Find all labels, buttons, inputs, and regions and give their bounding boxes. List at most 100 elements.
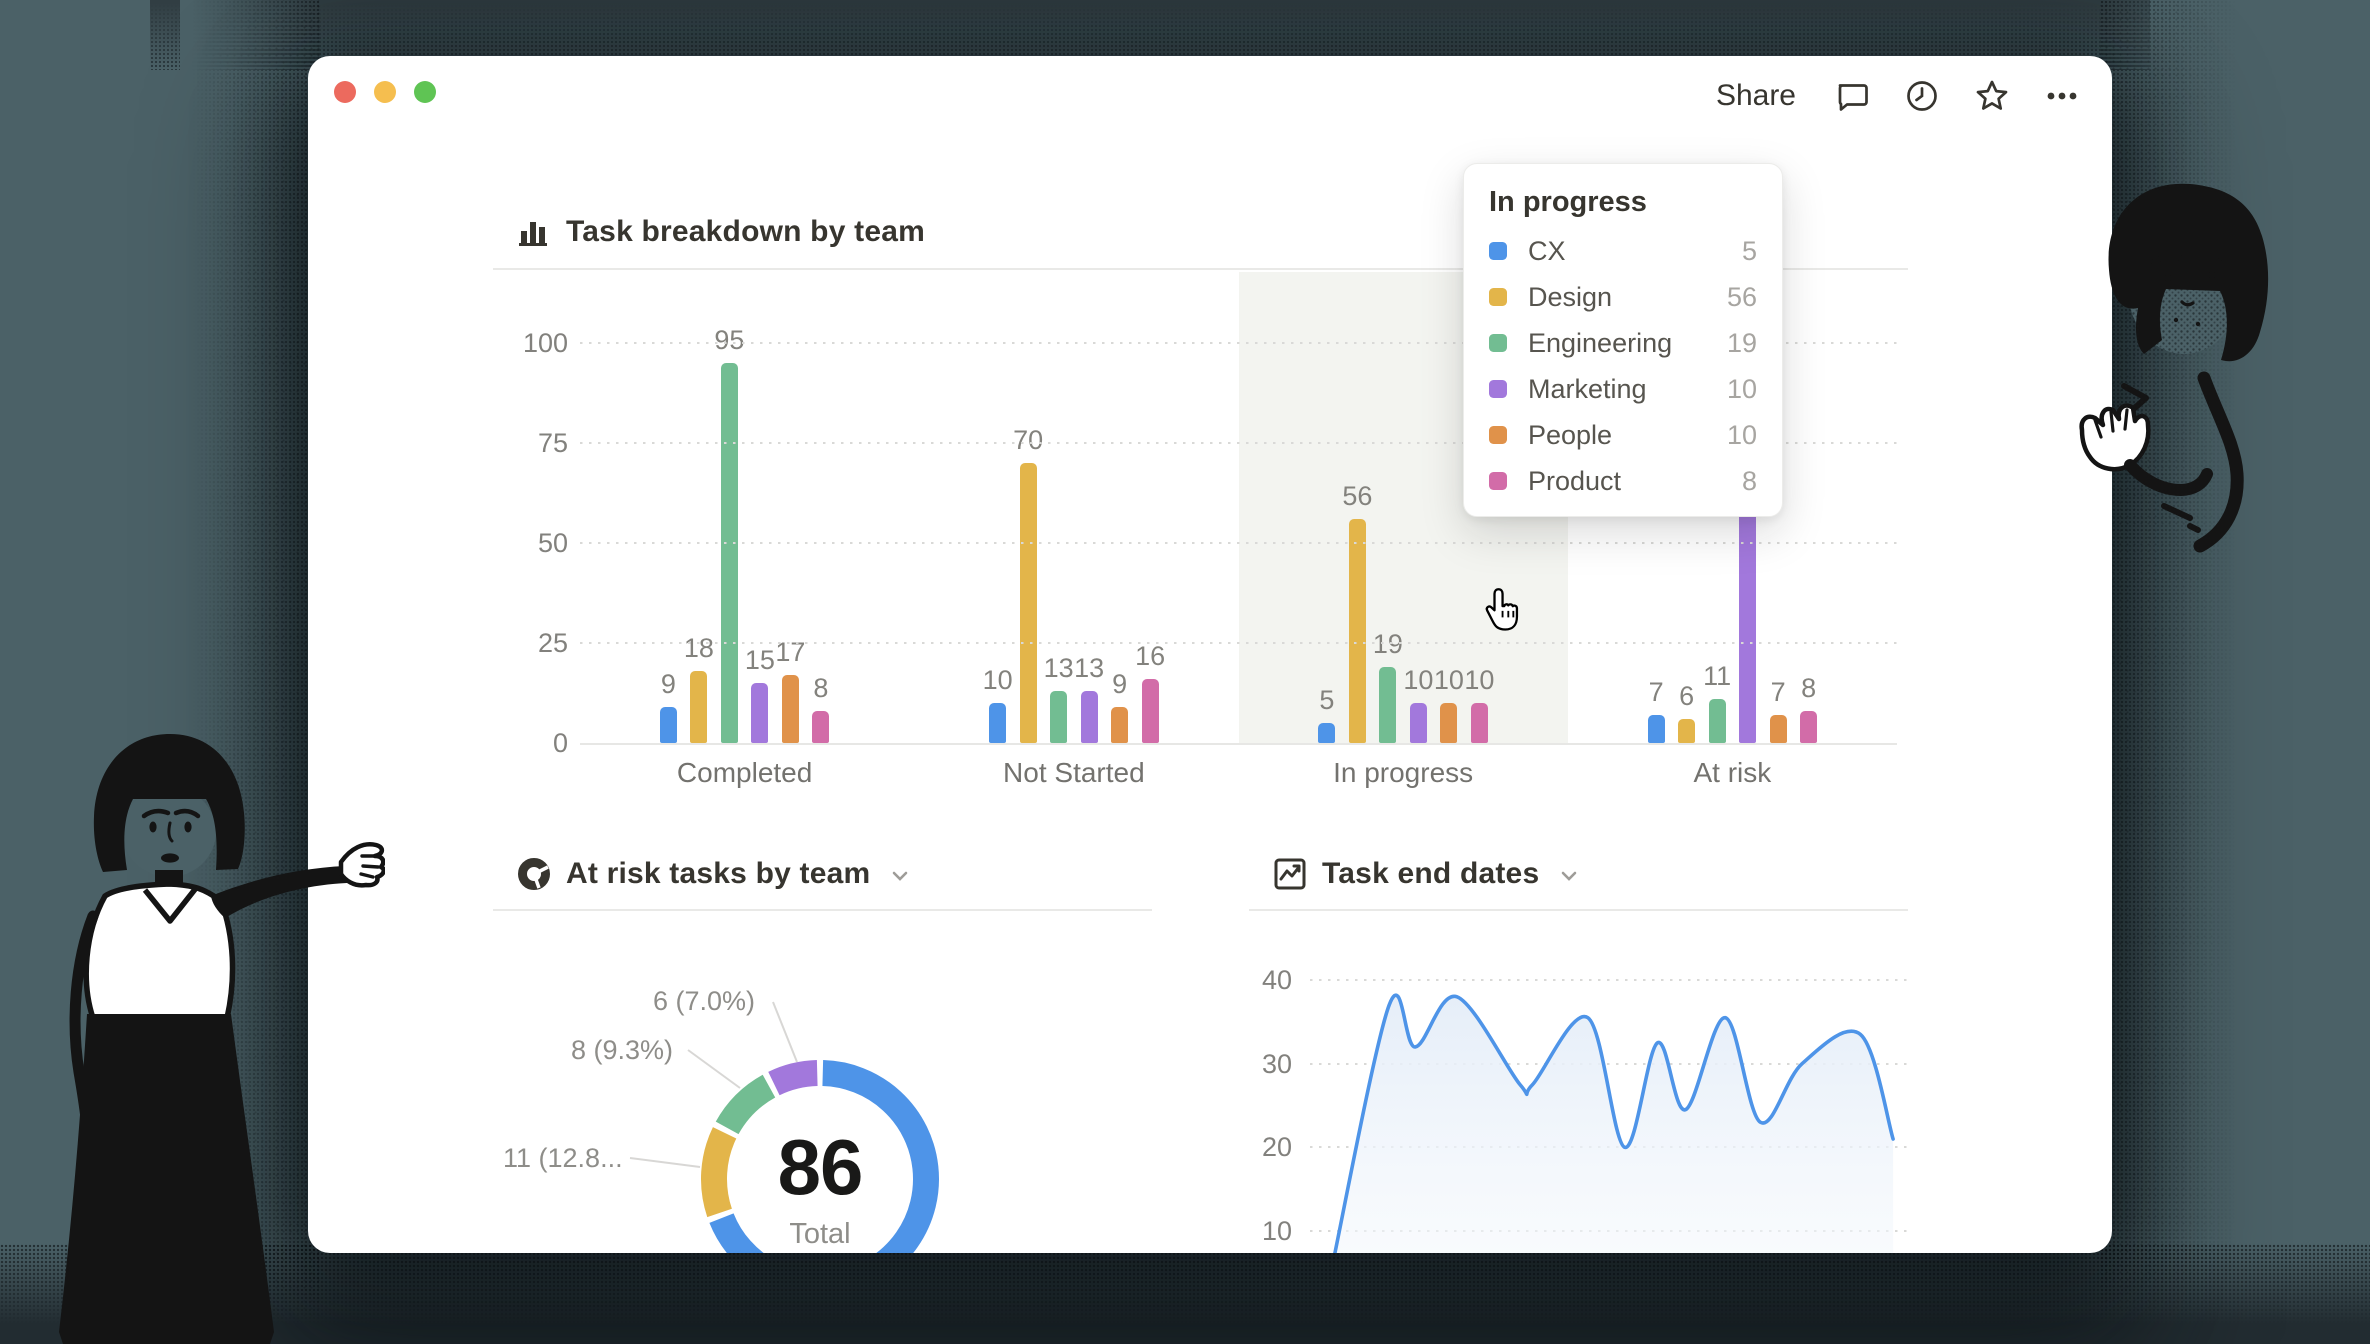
close-window-button[interactable] [334, 81, 356, 103]
ellipsis-icon [2042, 76, 2082, 116]
zoom-window-button[interactable] [414, 81, 436, 103]
bar-y-axis-label: 50 [537, 528, 568, 558]
bar-at-risk-cx[interactable] [1647, 715, 1665, 743]
background-grain-right [2100, 0, 2250, 1344]
bar-category-label: In progress [1333, 757, 1474, 788]
bar-gridline [580, 442, 1897, 444]
tooltip-series-label: People [1528, 419, 1613, 450]
bar-completed-people[interactable] [781, 675, 799, 743]
bar-value-label: 18 [683, 633, 714, 663]
tooltip-series-value: 19 [1726, 327, 1757, 358]
tooltip-row: Product 8 [1464, 458, 1782, 504]
comments-button[interactable] [1832, 76, 1872, 116]
tooltip-series-value: 10 [1726, 373, 1757, 404]
bar-y-axis-label: 75 [537, 428, 568, 458]
bar-not-started-marketing[interactable] [1080, 691, 1098, 743]
area-fill [1334, 995, 1894, 1253]
bar-value-label: 10 [1464, 665, 1495, 695]
bar-not-started-engineering[interactable] [1050, 691, 1068, 743]
bar-value-label: 16 [1135, 641, 1166, 671]
bar-category-label: Completed [676, 757, 813, 788]
donut-slice[interactable] [715, 1074, 776, 1135]
tooltip-series-label: Engineering [1528, 327, 1673, 358]
bar-completed-marketing[interactable] [751, 683, 769, 743]
bar-value-label: 95 [714, 325, 745, 355]
bar-value-label: 15 [744, 645, 775, 675]
bar-in-progress-design[interactable] [1348, 519, 1366, 743]
line-chart-divider [1249, 909, 1908, 911]
tooltip-row: Design 56 [1464, 274, 1782, 320]
line-y-axis-label: 20 [1261, 1132, 1292, 1163]
bar-in-progress-people[interactable] [1440, 703, 1458, 743]
bar-in-progress-product[interactable] [1470, 703, 1488, 743]
more-options-button[interactable] [2042, 76, 2082, 116]
bar-not-started-people[interactable] [1111, 707, 1129, 743]
tooltip-row: Engineering 19 [1464, 320, 1782, 366]
line-gridline [1310, 1062, 1908, 1065]
star-icon [1972, 76, 2012, 116]
bar-value-label: 7 [1648, 677, 1664, 707]
donut-slice[interactable] [709, 1060, 939, 1253]
donut-chart [670, 1029, 970, 1253]
donut-slice[interactable] [701, 1127, 737, 1218]
donut-leader-lines [629, 1001, 798, 1168]
bar-category-label: Not Started [1003, 757, 1145, 788]
bar-at-risk-people[interactable] [1769, 715, 1787, 743]
bar-value-label: 13 [1043, 653, 1074, 683]
share-button[interactable]: Share [1715, 79, 1796, 112]
tooltip-row: People 10 [1464, 412, 1782, 458]
chevron-down-icon[interactable] [1556, 863, 1582, 889]
favorite-button[interactable] [1972, 76, 2012, 116]
bar-in-progress-marketing[interactable] [1409, 703, 1427, 743]
bar-chart-title: Task breakdown by team [566, 215, 925, 248]
bar-at-risk-product[interactable] [1800, 711, 1818, 743]
bar-value-label: 11 [1703, 661, 1732, 691]
bar-value-label: 19 [1372, 629, 1403, 659]
bar-in-progress-cx[interactable] [1318, 723, 1336, 743]
bar-at-risk-design[interactable] [1678, 719, 1696, 743]
line-y-axis-label: 40 [1261, 965, 1292, 996]
series-color-chip [1489, 426, 1507, 444]
bar-value-label: 8 [813, 673, 829, 703]
bar-value-label: 13 [1074, 653, 1105, 683]
history-button[interactable] [1902, 76, 1942, 116]
bar-not-started-design[interactable] [1019, 463, 1037, 743]
bar-not-started-cx[interactable] [989, 703, 1007, 743]
bar-completed-cx[interactable] [659, 707, 677, 743]
bar-in-progress-engineering[interactable] [1379, 667, 1397, 743]
tooltip-series-label: CX [1528, 235, 1566, 266]
bar-value-label: 70 [1013, 425, 1044, 455]
tooltip-series-value: 8 [1741, 465, 1757, 496]
tooltip-rows: CX 5 Design 56 Engineering 19 Marketing 10 Peopl… [1464, 228, 1782, 504]
tooltip-row: Marketing 10 [1464, 366, 1782, 412]
bar-value-label: 6 [1679, 681, 1695, 711]
donut-label-purple: 6 (7.0%) [652, 986, 755, 1016]
bar-value-label: 8 [1801, 673, 1817, 703]
donut-slice[interactable] [768, 1060, 818, 1096]
bar-y-axis-label: 100 [522, 328, 568, 358]
line-chart-icon [1273, 857, 1307, 891]
bar-chart-header[interactable]: Task breakdown by team [517, 214, 925, 250]
donut-label-yellow: 11 (12.8... [503, 1143, 623, 1173]
bar-completed-engineering[interactable] [720, 363, 738, 743]
chevron-down-icon[interactable] [887, 863, 913, 889]
line-y-axis-label: 10 [1261, 1216, 1292, 1246]
bar-at-risk-engineering[interactable] [1708, 699, 1726, 743]
comment-bubble-icon [1833, 77, 1871, 115]
bar-value-label: 10 [1403, 665, 1434, 695]
line-chart-header[interactable]: Task end dates [1273, 856, 1582, 892]
bar-completed-design[interactable] [690, 671, 708, 743]
tooltip-series-label: Product [1528, 465, 1622, 496]
clock-icon [1903, 77, 1941, 115]
donut-chart-header[interactable]: At risk tasks by team [517, 856, 913, 892]
titlebar-actions: Share [1710, 76, 2082, 116]
bar-not-started-product[interactable] [1141, 679, 1159, 743]
bar-y-axis-label: 25 [537, 628, 568, 658]
window-controls [334, 81, 436, 103]
minimize-window-button[interactable] [374, 81, 396, 103]
bar-completed-product[interactable] [812, 711, 830, 743]
bar-at-risk-marketing[interactable] [1739, 503, 1757, 743]
donut-total-caption: Total [789, 1218, 851, 1250]
series-color-chip [1489, 242, 1507, 260]
